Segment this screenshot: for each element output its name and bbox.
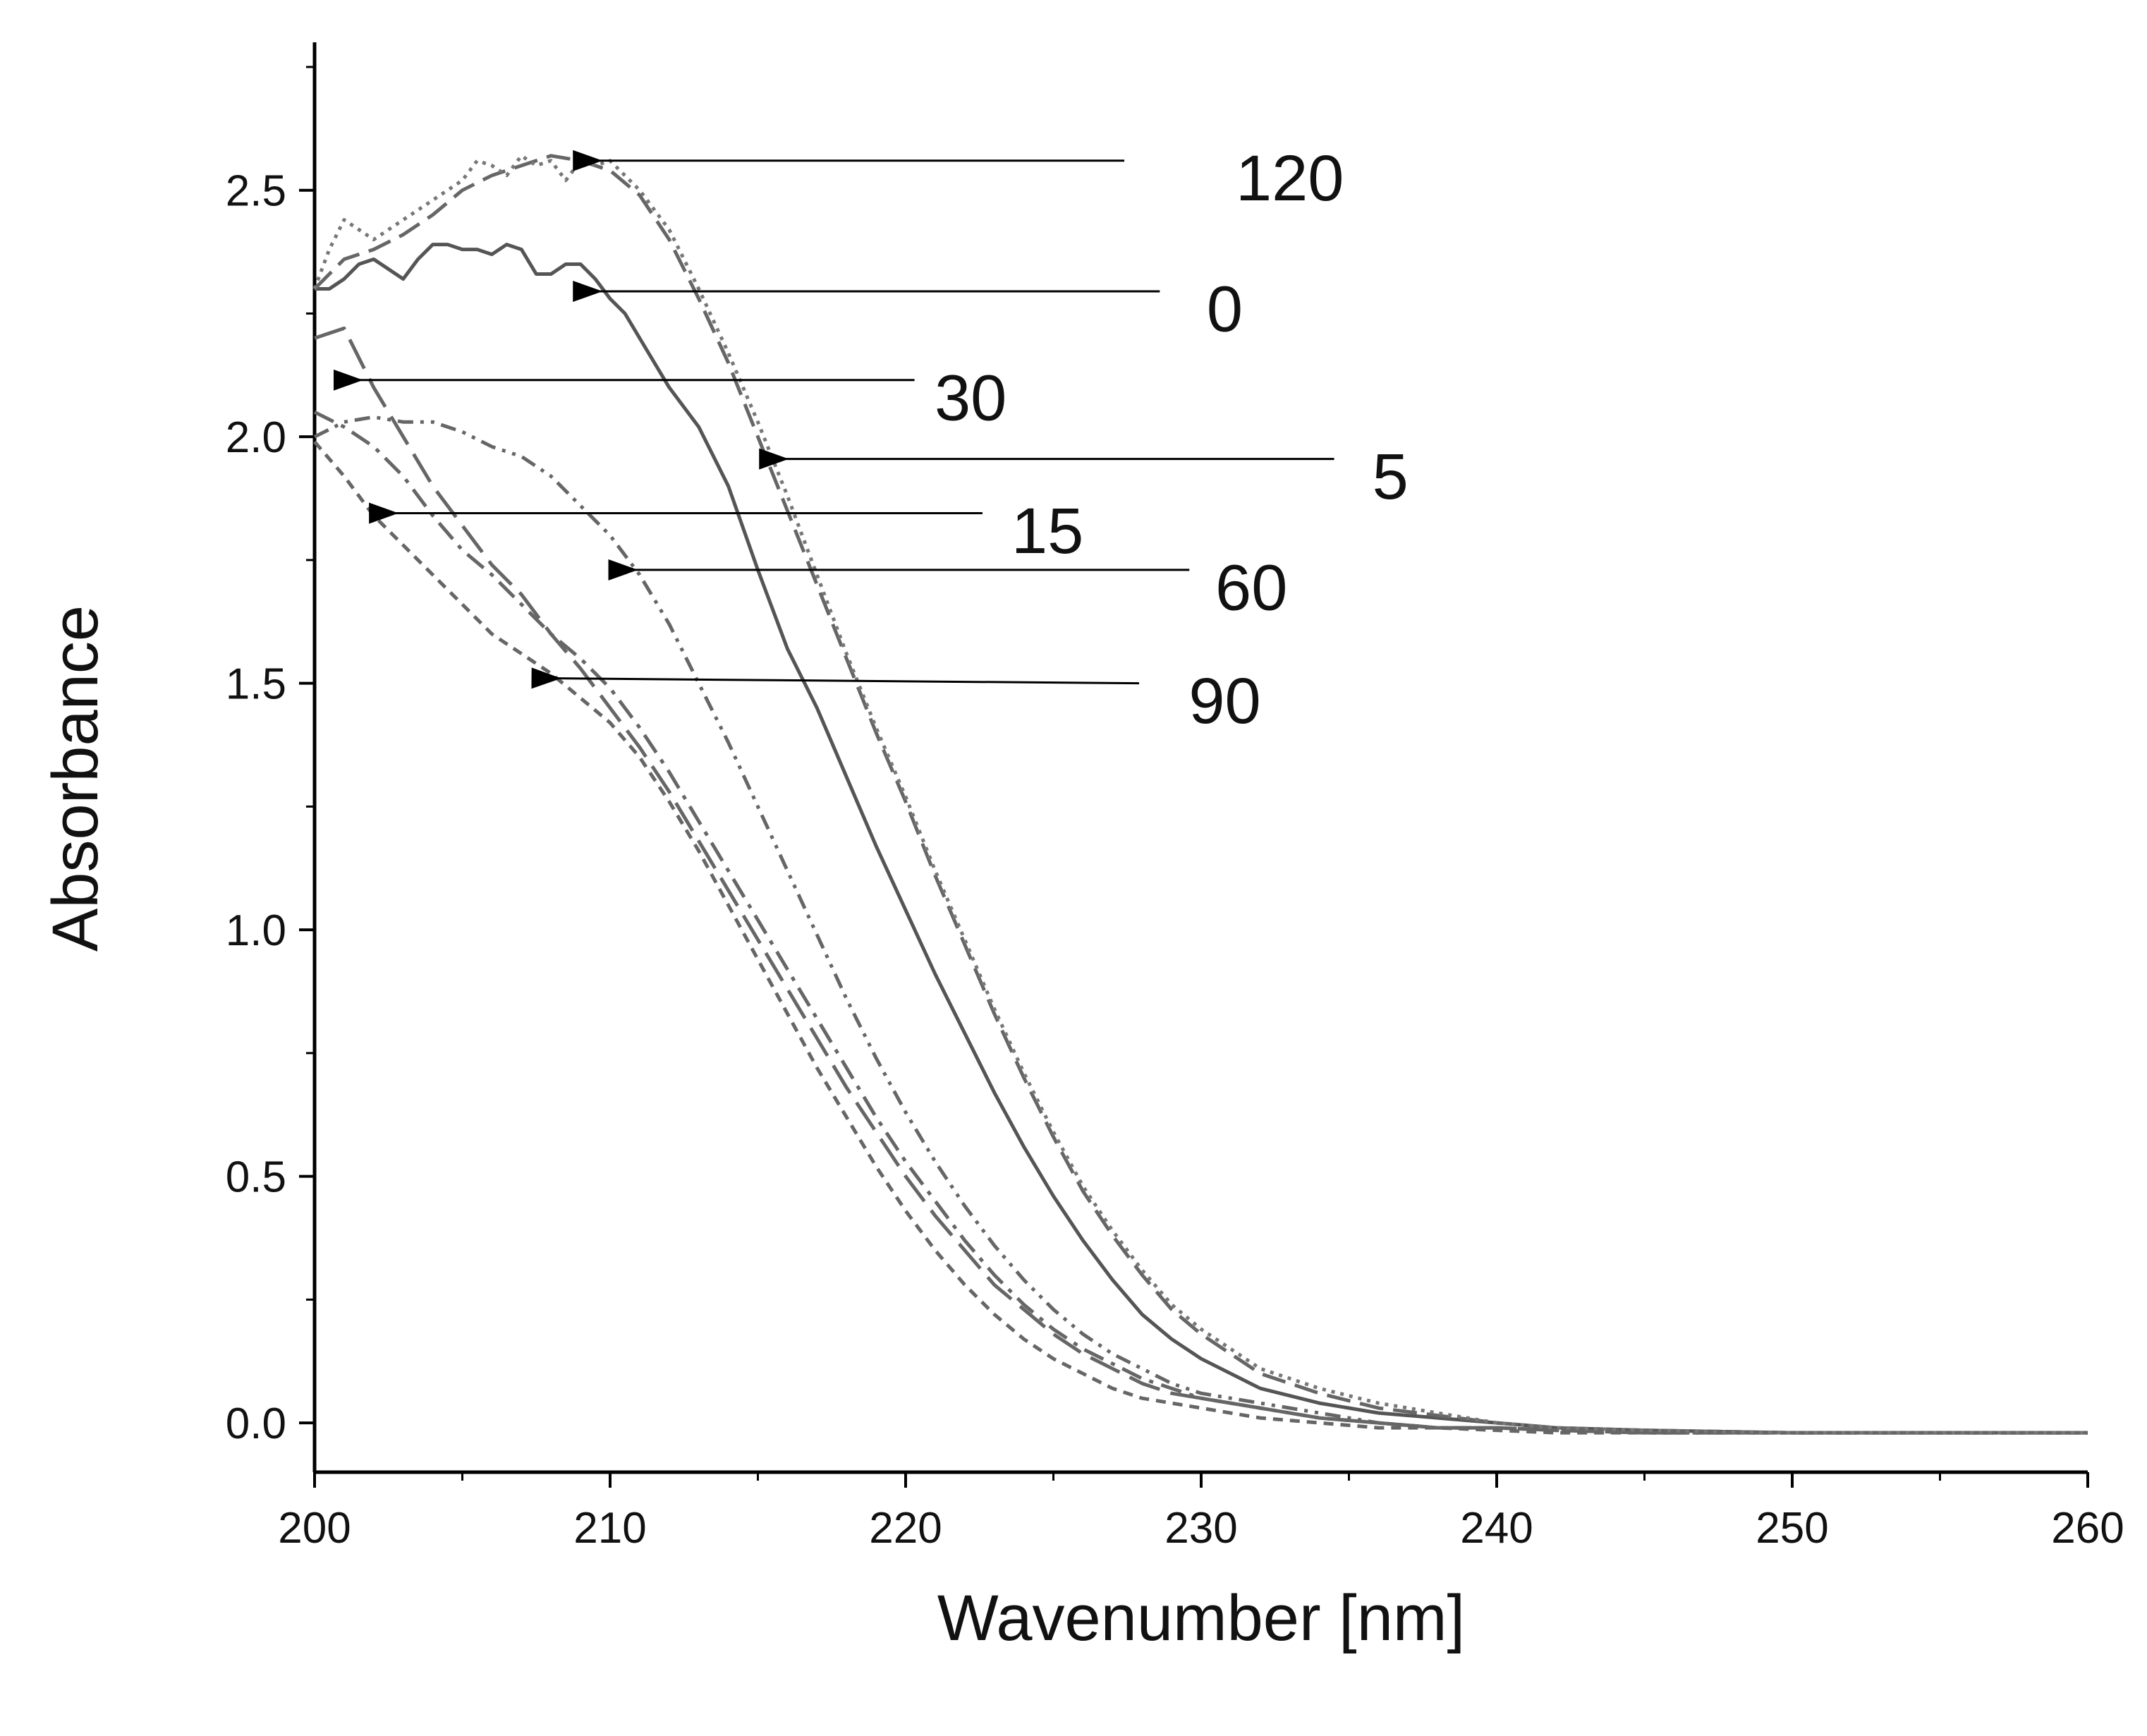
annotation-label-90: 90 (1188, 665, 1260, 737)
annotation-label-30: 30 (935, 362, 1006, 434)
x-tick-label: 220 (869, 1504, 942, 1553)
y-tick-label: 2.0 (226, 413, 286, 462)
axes: 200 210 220 230 240 250 260 0.0 0.5 1.0 1.5 2.0 2.5 (226, 42, 2124, 1553)
x-tick-label: 230 (1164, 1504, 1237, 1553)
y-tick-label: 1.0 (226, 906, 286, 955)
y-tick-label: 0.0 (226, 1400, 286, 1448)
annotation-label-120: 120 (1236, 142, 1344, 214)
y-tick-label: 2.5 (226, 167, 286, 216)
series-line-30 (314, 326, 2088, 1435)
series-line-15 (313, 410, 2088, 1435)
series-line-5 (313, 154, 2088, 1435)
x-tick-label: 260 (2051, 1504, 2124, 1553)
series-line-120 (312, 154, 2088, 1435)
annotation-label-60: 60 (1215, 552, 1287, 624)
annotation-arrow-90 (531, 667, 1140, 689)
series-line-90 (313, 440, 2088, 1435)
annotation-label-0: 0 (1207, 273, 1243, 345)
series-line-0 (315, 243, 2088, 1435)
x-axis-title: Wavenumber [nm] (937, 1582, 1465, 1654)
x-tick-label: 210 (573, 1504, 646, 1553)
annotation-label-5: 5 (1373, 441, 1409, 513)
y-axis-title: Absorbance (39, 605, 111, 952)
y-tick-label: 1.5 (226, 660, 286, 709)
x-tick-label: 200 (278, 1504, 351, 1553)
annotations-group: 120 0 30 5 15 60 90 (333, 142, 1409, 737)
y-tick-label: 0.5 (226, 1153, 286, 1202)
series-group (312, 154, 2088, 1435)
x-tick-label: 240 (1460, 1504, 1533, 1553)
annotation-label-15: 15 (1011, 495, 1083, 567)
series-line-60 (313, 415, 2088, 1435)
x-tick-label: 250 (1756, 1504, 1828, 1553)
